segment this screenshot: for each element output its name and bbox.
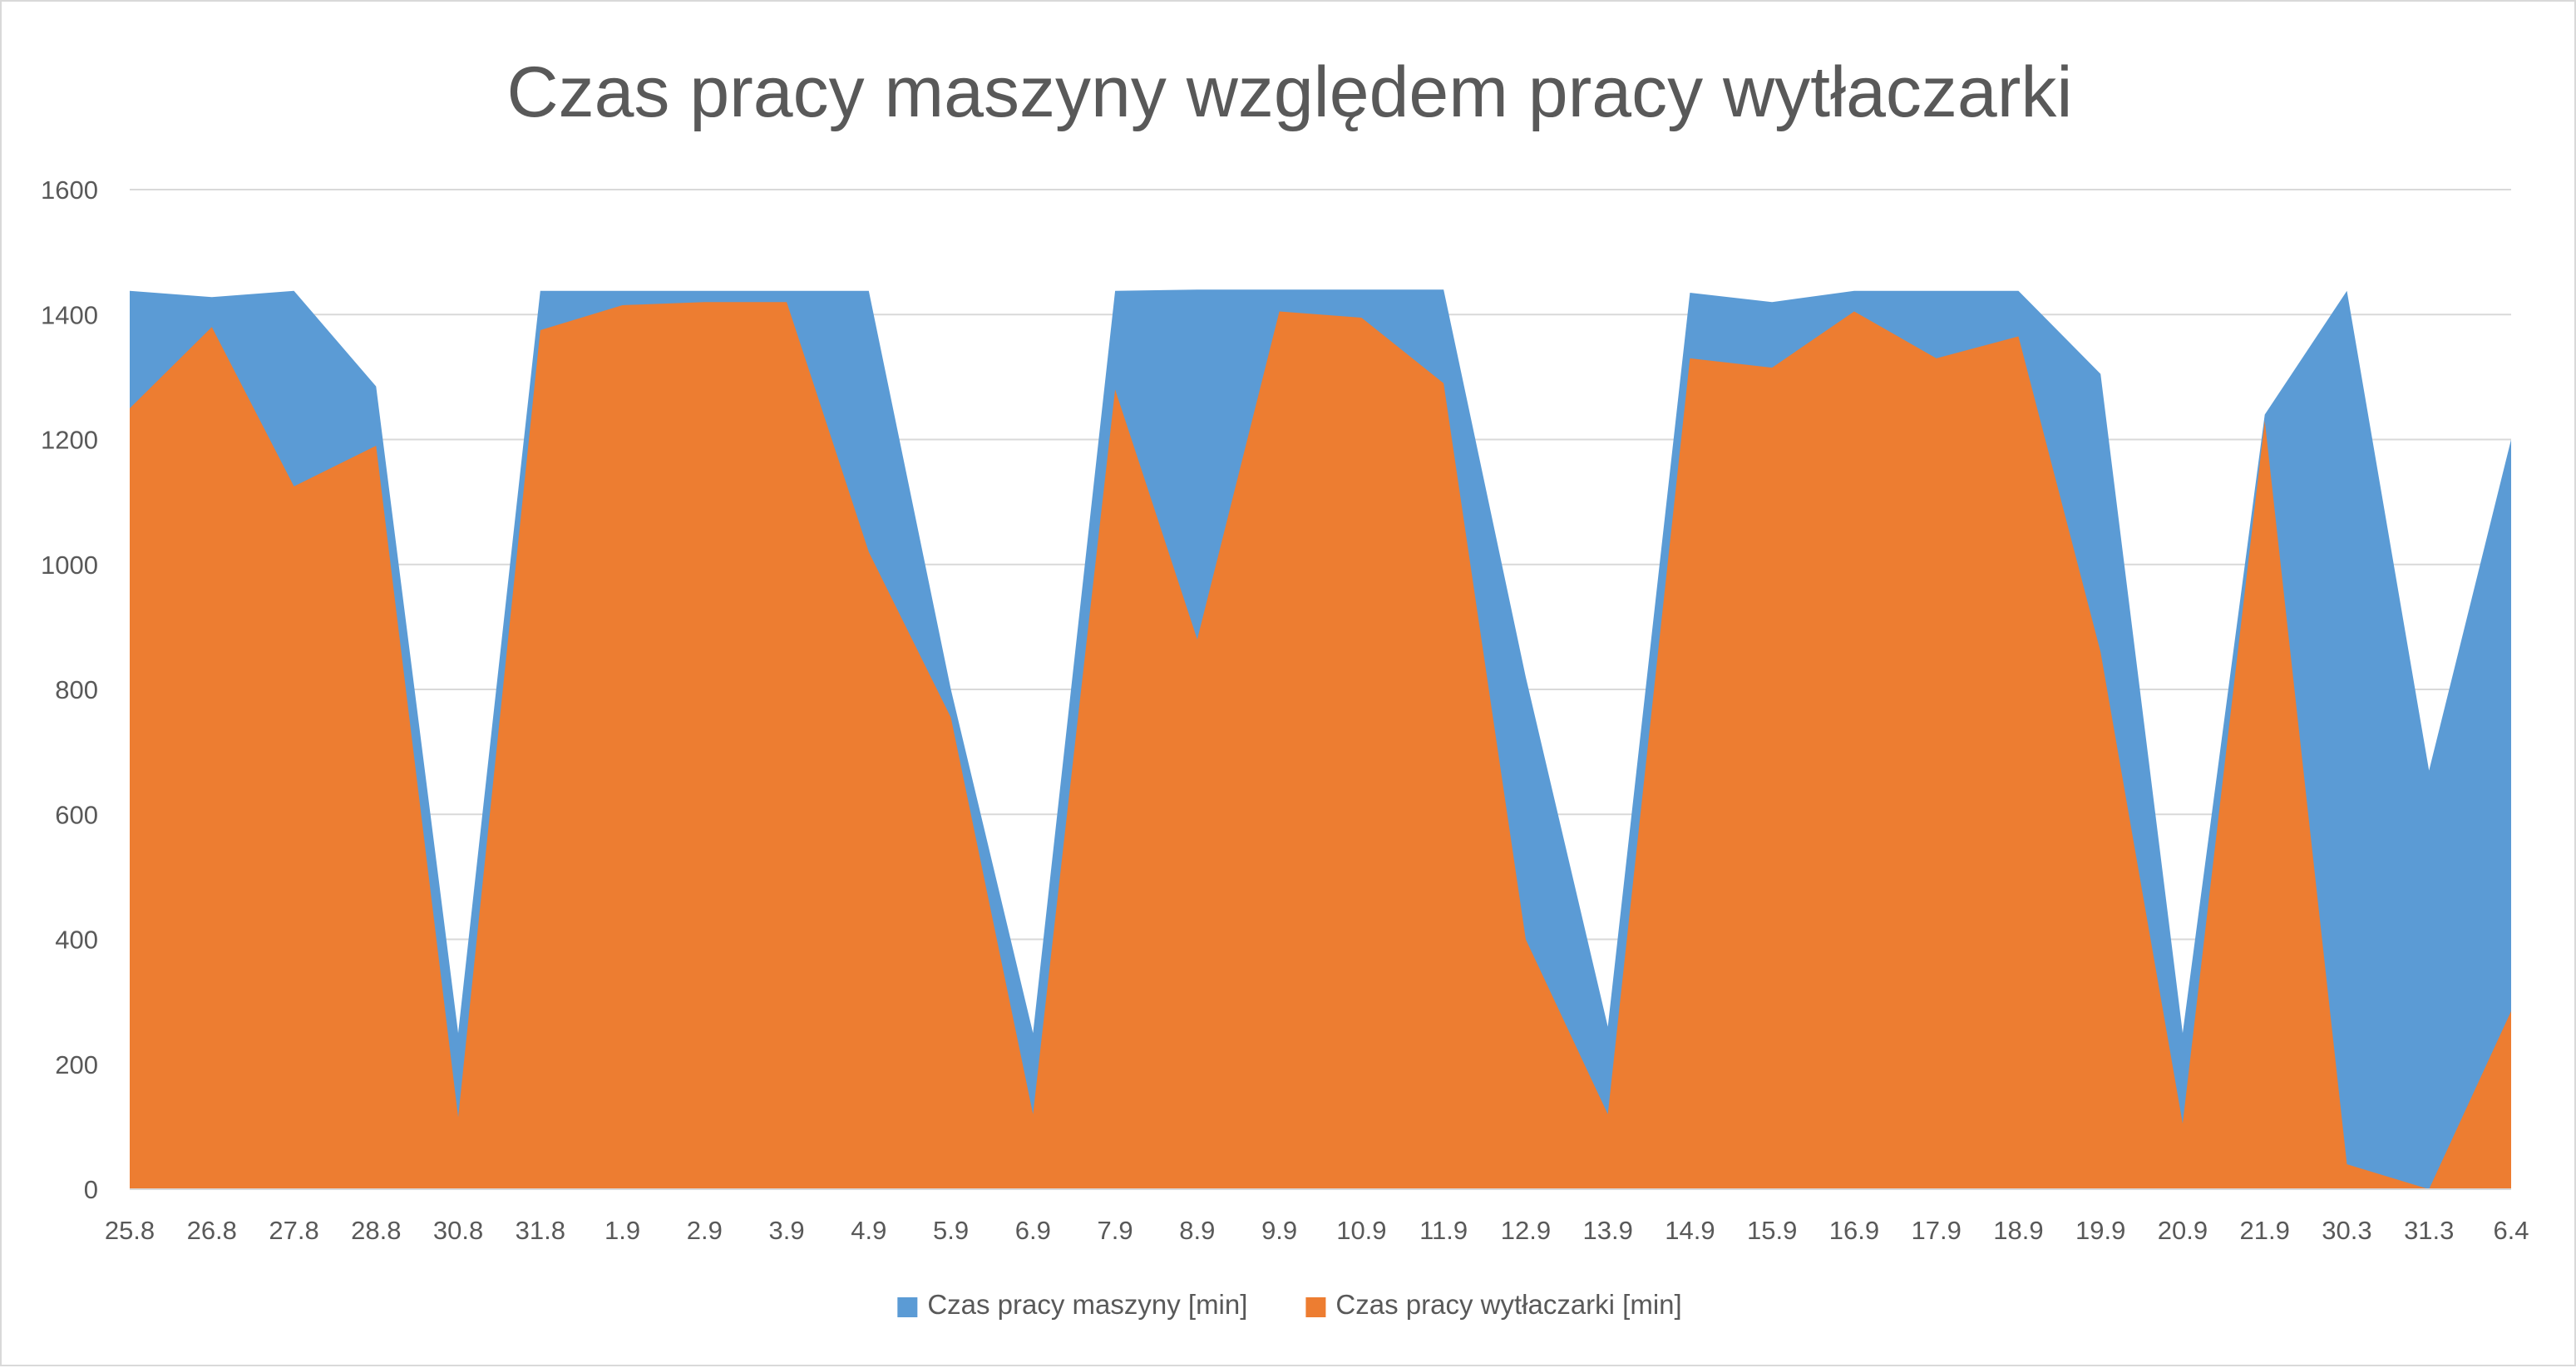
y-tick-label: 1000 [41, 551, 98, 580]
x-tick-label: 11.9 [1419, 1216, 1468, 1245]
x-tick-label: 8.9 [1179, 1216, 1215, 1245]
x-tick-label: 31.8 [516, 1216, 565, 1245]
legend-item-1: Czas pracy maszyny [min] [897, 1289, 1247, 1320]
legend-swatch [1305, 1297, 1326, 1317]
x-tick-label: 12.9 [1501, 1216, 1551, 1245]
x-tick-label: 16.9 [1829, 1216, 1879, 1245]
y-tick-label: 600 [55, 800, 98, 829]
x-tick-label: 13.9 [1582, 1216, 1632, 1245]
legend: Czas pracy maszyny [min] Czas pracy wytła… [897, 1289, 1682, 1320]
x-tick-label: 6.9 [1015, 1216, 1051, 1245]
x-tick-label: 3.9 [769, 1216, 805, 1245]
x-tick-label: 21.9 [2240, 1216, 2290, 1245]
x-tick-label: 15.9 [1747, 1216, 1797, 1245]
x-tick-label: 2.9 [687, 1216, 723, 1245]
data-areas [130, 289, 2511, 1190]
y-tick-label: 1400 [41, 300, 98, 329]
axes: 0 200 400 600 800 1000 1200 1400 1600 25.8 26.8 27.… [41, 175, 2529, 1245]
x-tick-label: 30.8 [433, 1216, 483, 1245]
x-tick-label: 7.9 [1098, 1216, 1133, 1245]
y-tick-label: 800 [55, 675, 98, 704]
x-tick-label: 10.9 [1336, 1216, 1386, 1245]
legend-label: Czas pracy wytłaczarki [min] [1335, 1289, 1681, 1320]
x-tick-label: 17.9 [1912, 1216, 1962, 1245]
x-tick-label: 19.9 [2075, 1216, 2125, 1245]
x-tick-label: 14.9 [1665, 1216, 1715, 1245]
legend-swatch [897, 1297, 918, 1317]
y-tick-label: 1200 [41, 426, 98, 455]
y-tick-label: 200 [55, 1050, 98, 1079]
chart-title: Czas pracy maszyny względem pracy wytłac… [507, 52, 2073, 132]
x-tick-label: 5.9 [933, 1216, 969, 1245]
x-tick-label: 25.8 [105, 1216, 155, 1245]
legend-item-2: Czas pracy wytłaczarki [min] [1305, 1289, 1682, 1320]
x-tick-label: 30.3 [2322, 1216, 2371, 1245]
area-series-2 [130, 302, 2511, 1190]
y-tick-label: 1600 [41, 175, 98, 205]
x-tick-label: 26.8 [187, 1216, 237, 1245]
x-tick-label: 31.3 [2404, 1216, 2454, 1245]
legend-label: Czas pracy maszyny [min] [927, 1289, 1247, 1320]
y-tick-label: 400 [55, 926, 98, 955]
y-tick-label: 0 [84, 1175, 98, 1204]
x-tick-label: 9.9 [1261, 1216, 1297, 1245]
x-tick-label: 28.8 [351, 1216, 401, 1245]
x-tick-label: 27.8 [269, 1216, 318, 1245]
x-tick-label: 6.4 [2493, 1216, 2529, 1245]
x-tick-label: 20.9 [2158, 1216, 2208, 1245]
x-tick-label: 18.9 [1993, 1216, 2043, 1245]
x-tick-label: 1.9 [605, 1216, 640, 1245]
x-tick-label: 4.9 [851, 1216, 886, 1245]
